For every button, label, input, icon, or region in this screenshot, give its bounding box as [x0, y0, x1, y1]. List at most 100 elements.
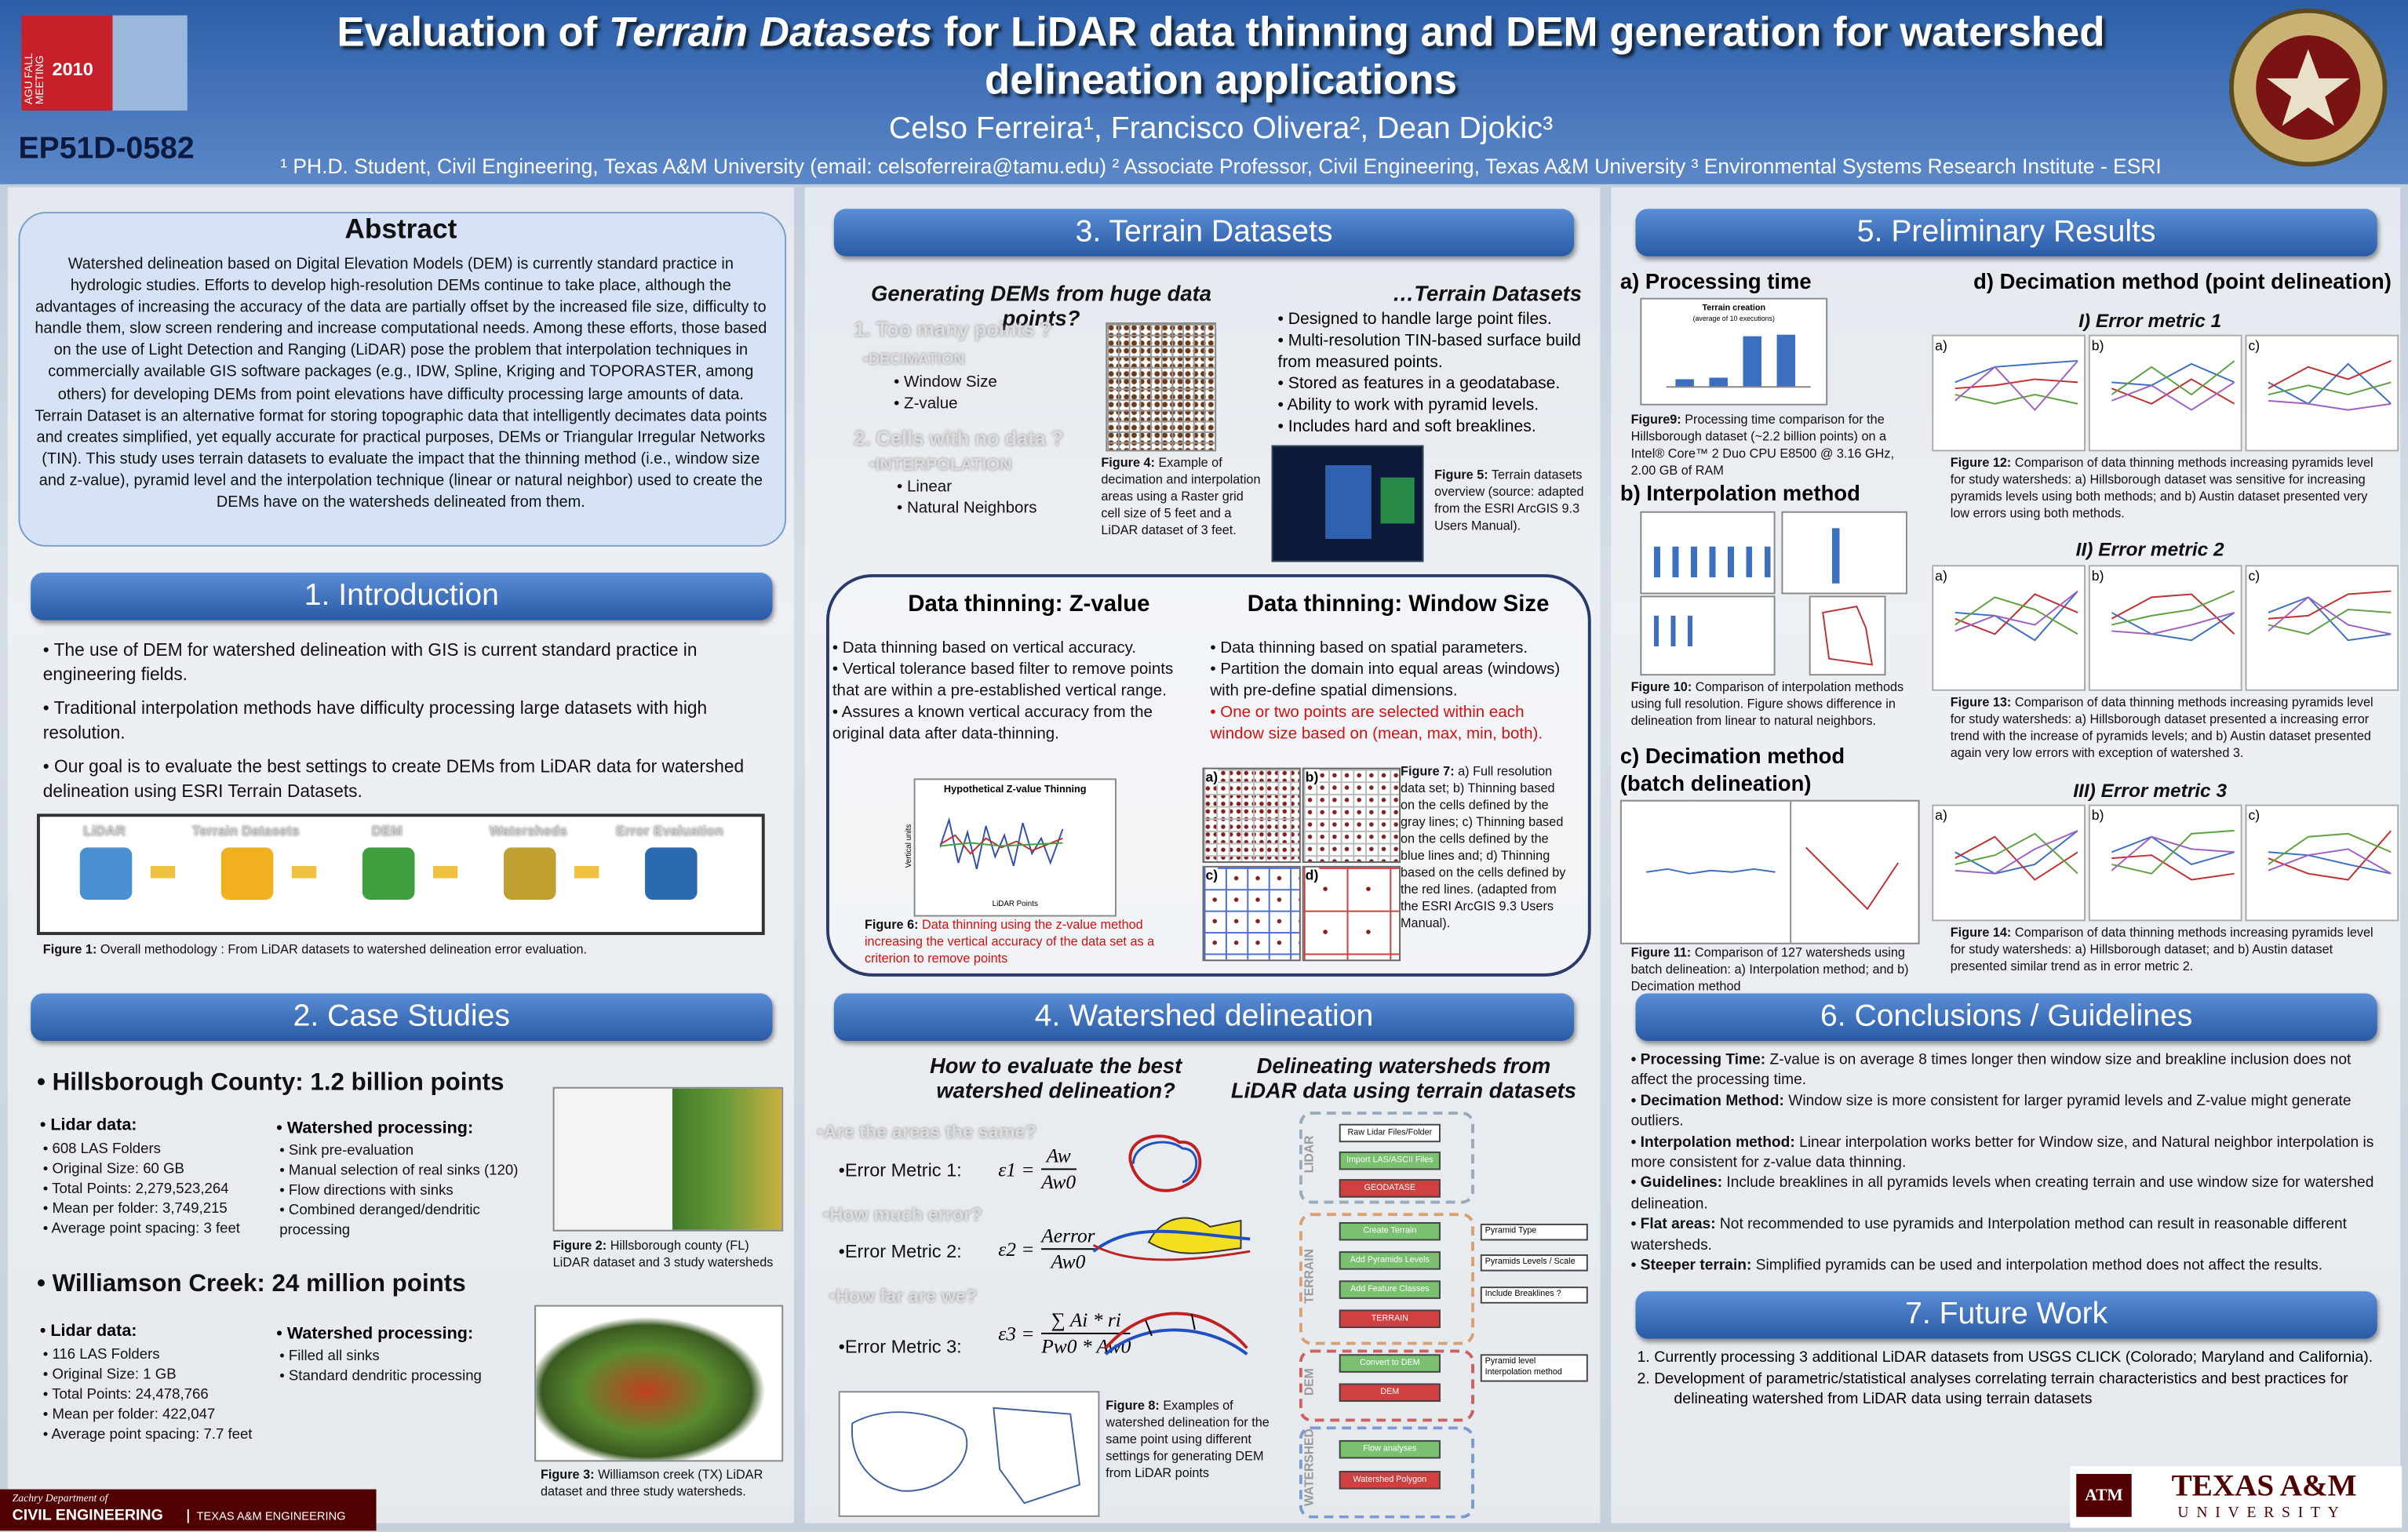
conclusion-text: Window size is more consistent for large… — [1630, 1093, 2352, 1130]
caption-label: Figure 6: — [864, 916, 919, 933]
chart-lines — [2268, 830, 2392, 881]
list-item: • Z-value — [894, 395, 958, 413]
line — [2268, 596, 2392, 642]
figure-8-maps — [838, 1391, 1100, 1517]
caption: Figure 4: Example of decimation and inte… — [1101, 454, 1261, 539]
caption: Figure 1: Overall methodology : From LiD… — [43, 941, 765, 959]
caption-label: Figure 1: — [42, 941, 97, 957]
list-item: • Window Size — [894, 373, 997, 392]
sub-heading: d) Decimation method (point delineation) — [1973, 268, 2392, 293]
line — [2111, 835, 2235, 866]
caption-text: Example of decimation and interpolation … — [1101, 454, 1261, 538]
flow-group — [1299, 1426, 1474, 1519]
panel: b) — [1302, 767, 1401, 863]
abstract-title: Abstract — [344, 213, 457, 245]
agu-year: 2010 — [52, 58, 93, 80]
list-item: • Our goal is to evaluate the best setti… — [42, 756, 745, 802]
chart-subtitle: (average of 10 executions) — [1692, 315, 1775, 323]
conclusion-label: • Steeper terrain: — [1630, 1257, 1752, 1275]
header — [0, 0, 2408, 184]
step-icon — [220, 847, 274, 900]
flow-step: Add Pyramids Levels — [1339, 1251, 1441, 1270]
caption-text: Comparison of data thinning methods incr… — [1950, 454, 2373, 521]
line — [1954, 359, 2078, 384]
step-icon — [79, 847, 133, 900]
agu-logo: AGU FALL MEETING 2010 — [21, 15, 188, 111]
chart-panel: a) — [1932, 804, 2086, 922]
arrow — [574, 865, 599, 879]
caption-label: Figure 4: — [1101, 454, 1155, 470]
conclusion-item: • Interpolation method: Linear interpola… — [1631, 1133, 2390, 1174]
flow-group — [1299, 1349, 1474, 1422]
flow-step: Convert to DEM — [1339, 1354, 1441, 1373]
metric-heading: III) Error metric 3 — [2073, 780, 2228, 802]
list-item: • Mean per folder: 422,047 — [42, 1406, 216, 1424]
line — [2111, 378, 2235, 405]
flow-group — [1299, 1213, 1474, 1345]
eq-den: Aw0 — [1051, 1250, 1086, 1273]
panel-label: d) — [1305, 867, 1319, 883]
chart-panel: c) — [2245, 565, 2399, 691]
chart-title: Terrain creation — [1702, 304, 1766, 314]
problem: 1. Too many points ? — [854, 318, 1052, 341]
figure-10-chart — [1640, 595, 1776, 676]
lidar-items: • 116 LAS Folders • Original Size: 1 GB • … — [43, 1345, 274, 1445]
list-item: • Data thinning based on spatial paramet… — [1210, 639, 1528, 657]
panel-label: b) — [2091, 807, 2104, 824]
title-italic: Terrain Datasets — [608, 9, 933, 56]
panel-label: c) — [2248, 807, 2260, 824]
caption: Figure 14: Comparison of data thinning m… — [1951, 924, 2388, 975]
line — [2111, 590, 2235, 626]
future-list: 1. Currently processing 3 additional LiD… — [1637, 1348, 2373, 1410]
caption: Figure 5: Terrain datasets overview (sou… — [1434, 467, 1588, 534]
conclusion-text: Simplified pyramids can be used and inte… — [1751, 1257, 2323, 1275]
list-item: • Combined deranged/dendritic processing — [279, 1202, 480, 1239]
list-item: • Sink pre-evaluation — [279, 1142, 414, 1159]
conclusion-text: Not recommended to use pyramids and Inte… — [1630, 1216, 2348, 1254]
line — [1954, 590, 2078, 632]
line — [2111, 612, 2235, 642]
section-heading: 5. Preliminary Results — [1635, 209, 2377, 257]
method: •INTERPOLATION — [869, 456, 1012, 475]
step-icon — [645, 847, 698, 900]
line — [2111, 854, 2235, 881]
axis-label: Vertical units — [905, 824, 914, 868]
panel-label: a) — [1205, 769, 1219, 785]
line — [1954, 360, 2078, 412]
eq-num: Aerror — [1041, 1224, 1095, 1250]
sub-heading: b) Interpolation method — [1619, 480, 1860, 505]
line — [1954, 378, 2078, 390]
caption-text: Overall methodology : From LiDAR dataset… — [97, 941, 588, 957]
step-icon — [362, 847, 415, 900]
department-logo: Zachry Department of CIVIL ENGINEERING T… — [0, 1489, 377, 1531]
agu-label: AGU FALL MEETING — [24, 53, 46, 105]
conclusion-item: • Flat areas: Not recommended to use pyr… — [1631, 1215, 2390, 1256]
line — [2268, 596, 2392, 635]
line — [2268, 832, 2392, 865]
line — [2268, 830, 2392, 881]
caption-text: Comparison of interpolation methods usin… — [1630, 679, 1904, 728]
panel-label: a) — [1935, 568, 1947, 584]
panel-label: a) — [1935, 337, 1947, 354]
figure-10-chart — [1640, 511, 1776, 595]
chart-lines — [2111, 360, 2235, 411]
flow-step: Watershed Polygon — [1339, 1471, 1441, 1490]
abstract-box — [18, 212, 787, 547]
chart-lines — [1954, 359, 2078, 412]
conclusion-label: • Processing Time: — [1630, 1051, 1766, 1069]
lidar-heading: • Lidar data: — [39, 1322, 137, 1341]
step-label: Terrain Datasets — [191, 823, 300, 839]
conclusion-label: • Flat areas: — [1630, 1216, 1716, 1234]
affiliations: ¹ PH.D. Student, Civil Engineering, Texa… — [280, 155, 2162, 179]
list-item: • Traditional interpolation methods have… — [42, 698, 708, 744]
panel-label: b) — [2091, 568, 2104, 584]
title-start: Evaluation of — [337, 9, 609, 56]
line — [2268, 590, 2392, 620]
processing-heading: • Watershed processing: — [276, 1325, 474, 1344]
flow-step: Import LAS/ASCII Files — [1339, 1151, 1441, 1170]
flow-step: Add Feature Classes — [1339, 1280, 1441, 1299]
method: •DECIMATION — [862, 351, 965, 369]
list-item: 2. Development of parametric/statistical… — [1637, 1370, 2348, 1408]
panel: c) — [1202, 865, 1301, 962]
